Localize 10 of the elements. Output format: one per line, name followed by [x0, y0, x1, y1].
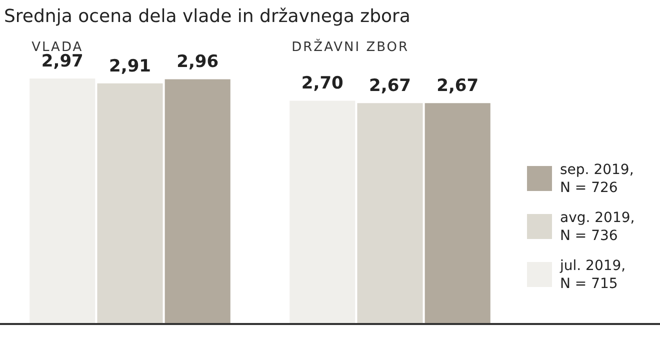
data-label: 2,67 [436, 76, 479, 96]
legend-label: sep. 2019, N = 726 [560, 161, 634, 197]
data-label: 2,96 [176, 52, 219, 72]
chart-title: Srednja ocena dela vlade in državnega zbora [4, 6, 410, 27]
data-label: 2,70 [301, 74, 344, 94]
data-label: 2,91 [109, 56, 151, 76]
data-label: 2,67 [369, 76, 411, 96]
legend-label: avg. 2019, N = 736 [560, 209, 635, 245]
legend-label: jul. 2019, N = 715 [560, 257, 626, 293]
x-tick-label: DRŽAVNI ZBOR [292, 38, 410, 55]
